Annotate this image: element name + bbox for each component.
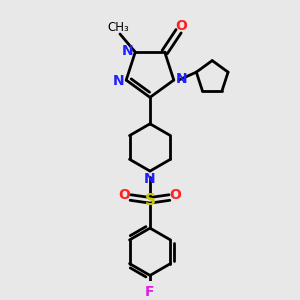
Text: O: O xyxy=(170,188,182,202)
Text: O: O xyxy=(118,188,130,202)
Text: N: N xyxy=(112,74,124,88)
Text: F: F xyxy=(145,285,155,299)
Text: N: N xyxy=(176,72,188,86)
Text: N: N xyxy=(144,172,156,186)
Text: O: O xyxy=(176,19,187,33)
Text: CH₃: CH₃ xyxy=(108,20,130,34)
Text: S: S xyxy=(145,193,155,208)
Text: N: N xyxy=(122,44,133,58)
